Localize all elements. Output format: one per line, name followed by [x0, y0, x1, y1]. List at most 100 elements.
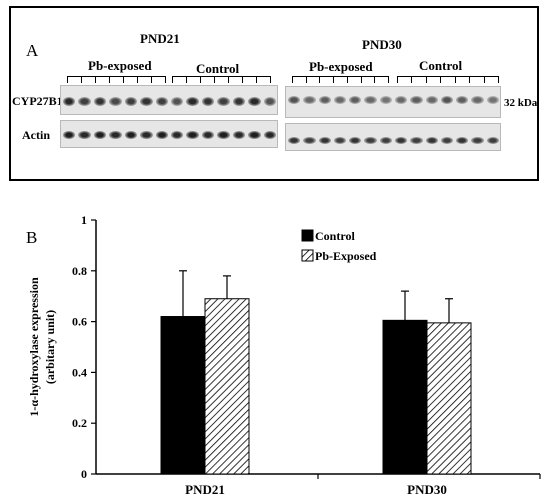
blot-band — [63, 96, 76, 106]
blot-band — [486, 136, 499, 144]
x-category-label: PND30 — [407, 482, 447, 497]
blot-band — [440, 96, 454, 104]
blot-band — [217, 96, 230, 106]
blot-band — [486, 96, 499, 104]
size-marker-label: 32 kDa — [504, 97, 538, 109]
lane-tick — [242, 76, 243, 83]
blot-band — [155, 131, 168, 139]
blot-band — [333, 136, 347, 144]
blot-band — [410, 96, 423, 104]
blot-band — [333, 96, 347, 104]
blot-band — [263, 96, 276, 106]
blot-band — [63, 131, 76, 139]
blot-pnd30-actin — [285, 123, 501, 151]
lane-tick — [109, 76, 110, 83]
y-tick-label: 0.4 — [72, 365, 87, 379]
lane-tick — [360, 76, 362, 83]
blot-band — [232, 131, 246, 139]
blot-band — [78, 131, 91, 139]
blot-band — [318, 96, 331, 104]
blot-band — [140, 131, 153, 139]
bar-pb-exposed — [204, 298, 250, 475]
blot-band — [93, 96, 107, 106]
lane-bracket — [397, 76, 498, 84]
blot-band — [263, 131, 276, 139]
blot-band — [248, 96, 261, 106]
blot-band — [171, 131, 184, 139]
blot-band — [248, 131, 261, 139]
lane-tick — [397, 76, 398, 83]
y-tick-label: 1 — [81, 213, 87, 227]
lane-tick — [67, 76, 68, 83]
y-axis-label: 1-α-hydroxylase expression — [27, 277, 41, 417]
blot-band — [456, 136, 469, 144]
lane-bracket — [67, 76, 165, 84]
blot-band — [410, 136, 423, 144]
lane-tick — [454, 76, 456, 83]
lane-bracket — [292, 76, 388, 84]
lane-tick — [214, 76, 215, 83]
legend-swatch — [301, 249, 314, 262]
lane-tick — [374, 76, 376, 83]
lane-tick — [123, 76, 124, 83]
lane-tick — [388, 76, 389, 83]
legend-swatch — [301, 229, 314, 242]
legend-label: Control — [315, 229, 355, 243]
blot-band — [232, 96, 246, 106]
group-label-pnd21: PND21 — [140, 31, 180, 46]
group-label-pnd30: PND30 — [362, 37, 402, 52]
lane-tick — [81, 76, 82, 83]
y-axis-label-unit: (arbitary unit) — [43, 310, 57, 384]
blot-band — [140, 96, 153, 106]
lane-tick — [165, 76, 166, 83]
blot-band — [471, 136, 484, 144]
lane-tick — [346, 76, 348, 83]
lane-bracket — [172, 76, 270, 84]
blot-band — [349, 96, 362, 104]
blot-band — [155, 96, 168, 106]
blot-band — [303, 136, 316, 144]
lane-tick — [151, 76, 152, 83]
blot-band — [171, 96, 184, 106]
blot-pnd21-actin — [60, 120, 278, 148]
blot-band — [364, 136, 377, 144]
blot-band — [456, 96, 469, 104]
blot-band — [364, 96, 377, 104]
bar-pb-exposed — [426, 322, 472, 475]
x-category-label: PND21 — [185, 482, 225, 497]
lane-tick — [292, 76, 293, 83]
blot-band — [440, 136, 454, 144]
blot-band — [395, 136, 408, 144]
lane-tick — [425, 76, 427, 83]
blot-band — [395, 96, 408, 104]
blot-band — [425, 136, 438, 144]
lane-tick — [270, 76, 271, 83]
blot-band — [303, 96, 316, 104]
y-tick-label: 0.8 — [72, 264, 87, 278]
sub-label-pnd21-pb: Pb-exposed — [88, 58, 152, 73]
blot-band — [78, 96, 91, 106]
lane-tick — [172, 76, 173, 83]
blot-band — [379, 136, 392, 144]
y-tick-label: 0.6 — [72, 315, 87, 329]
y-tick-label: 0.2 — [72, 416, 87, 430]
lane-tick — [137, 76, 138, 83]
blot-band — [109, 96, 122, 106]
blot-band — [201, 96, 215, 106]
lane-tick — [498, 76, 499, 83]
blot-band — [318, 136, 331, 144]
blot-band — [425, 96, 438, 104]
sub-label-pnd30-pb: Pb-exposed — [309, 59, 373, 74]
blot-band — [288, 136, 301, 144]
lane-tick — [469, 76, 471, 83]
sub-label-pnd30-control: Control — [419, 58, 463, 73]
blot-band — [471, 96, 484, 104]
blot-pnd21-cyp27b1 — [60, 85, 278, 115]
blot-band — [379, 96, 392, 104]
row-label-cyp27b1: CYP27B1 — [12, 94, 63, 108]
lane-tick — [305, 76, 307, 83]
row-label-actin: Actin — [22, 128, 50, 142]
blot-band — [201, 131, 215, 139]
